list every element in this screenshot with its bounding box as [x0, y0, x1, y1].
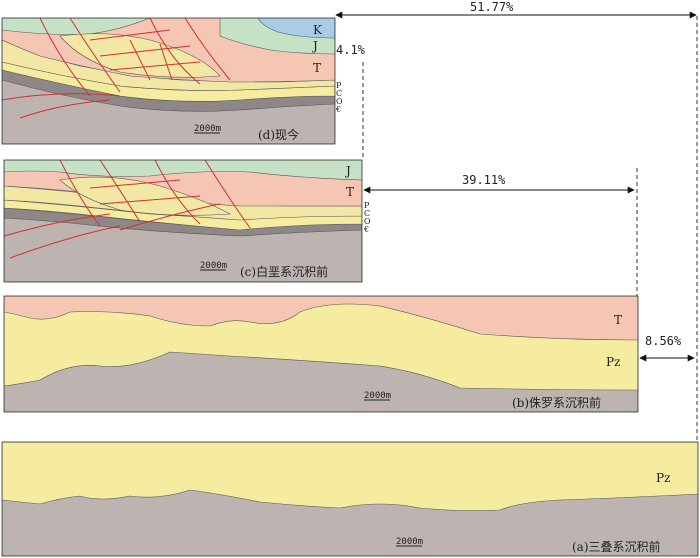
panel-d-frame — [1, 17, 336, 145]
c-vs-b-shortening-label: 39.11% — [462, 173, 506, 187]
panel-c-before-cretaceous: J T P C O € 2000m (c)白垩系沉积前 — [3, 159, 371, 283]
triassic-layer-T — [4, 296, 638, 341]
permian-band — [2, 39, 335, 91]
paleozoic-layer-Pz — [2, 442, 698, 511]
layer-label-C: C — [364, 209, 370, 218]
panel-a-before-triassic: Pz 2000m (a)三叠系沉积前 — [1, 441, 699, 557]
layer-label-P: P — [364, 201, 370, 210]
total-shortening-label: 51.77% — [470, 0, 514, 14]
caption-c: (c)白垩系沉积前 — [240, 264, 328, 279]
layer-label-K: K — [313, 23, 323, 37]
layer-label-J: J — [344, 164, 351, 178]
scale-label-a: 2000m — [396, 537, 423, 547]
d-vs-c-shortening-label: 4.1% — [336, 43, 366, 57]
layer-label-cambrian: € — [335, 105, 341, 114]
fault-lines-d — [2, 18, 231, 119]
caption-b: (b)侏罗系沉积前 — [512, 395, 601, 410]
layer-label-T: T — [614, 313, 622, 327]
scale-label-c: 2000m — [200, 261, 227, 271]
scale-label-b: 2000m — [364, 391, 391, 401]
layer-label-T: T — [313, 61, 321, 75]
layer-label-P: P — [336, 81, 342, 90]
panel-d-present: K J T P C O € 2000m (d)现今 — [1, 17, 343, 145]
shortening-annotations: 51.77% 4.1% 39.11% 8.56% — [335, 0, 698, 442]
b-vs-a-shortening-label: 8.56% — [645, 334, 682, 348]
layer-label-Pz: Pz — [606, 355, 620, 369]
caption-a: (a)三叠系沉积前 — [572, 539, 661, 554]
layer-label-cambrian: € — [363, 225, 369, 234]
layer-label-T: T — [346, 185, 354, 199]
layer-label-J: J — [311, 39, 318, 53]
jurassic-layer-J — [4, 160, 362, 181]
panel-b-frame — [3, 295, 639, 413]
paleozoic-dark-stripe — [4, 207, 362, 237]
scale-label-d: 2000m — [194, 124, 221, 134]
fault-lines-c — [4, 160, 251, 259]
panel-c-frame — [3, 159, 363, 283]
layer-label-C: C — [336, 89, 342, 98]
layer-label-Pz: Pz — [656, 471, 670, 485]
cretaceous-layer-K — [257, 18, 335, 39]
layer-label-O: O — [336, 97, 343, 106]
layer-label-O: O — [364, 217, 371, 226]
caption-d: (d)现今 — [258, 127, 299, 142]
panel-a-frame — [1, 441, 699, 557]
panel-b-before-jurassic: T Pz 2000m (b)侏罗系沉积前 — [3, 295, 639, 413]
